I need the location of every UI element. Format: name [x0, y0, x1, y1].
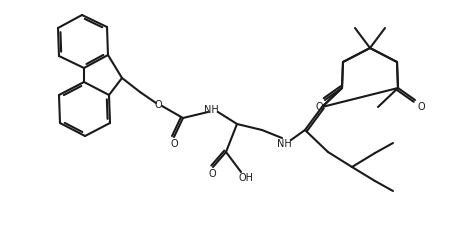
- Text: O: O: [154, 100, 162, 110]
- Text: O: O: [315, 102, 323, 112]
- Text: NH: NH: [277, 139, 292, 149]
- Text: O: O: [417, 102, 425, 112]
- Text: OH: OH: [238, 173, 254, 183]
- Text: O: O: [170, 139, 178, 149]
- Text: O: O: [208, 169, 216, 179]
- Text: NH: NH: [204, 105, 219, 115]
